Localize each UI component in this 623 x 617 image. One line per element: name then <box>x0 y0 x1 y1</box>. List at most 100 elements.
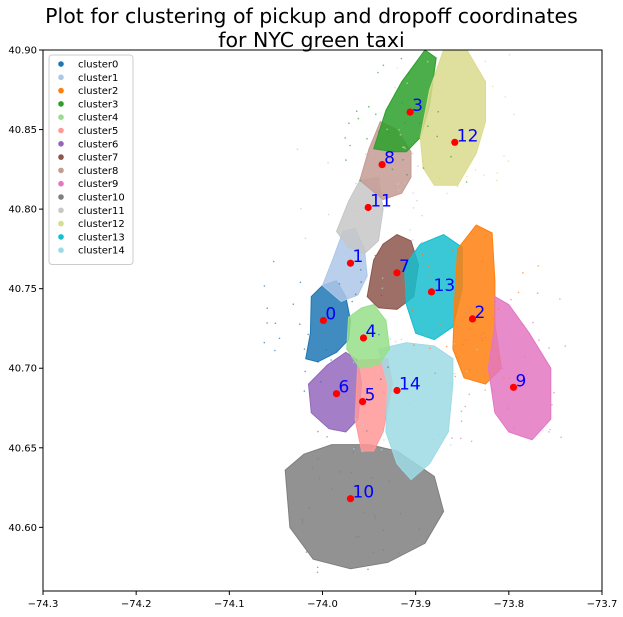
scatter-point <box>409 229 411 231</box>
scatter-point <box>441 298 443 301</box>
centroid-label-12: 12 <box>457 126 479 146</box>
cluster-region-10 <box>284 444 445 570</box>
scatter-point <box>422 160 425 163</box>
scatter-point <box>508 54 511 56</box>
scatter-point <box>402 159 404 161</box>
scatter-specks <box>263 43 567 574</box>
scatter-point <box>491 389 494 392</box>
scatter-point <box>421 214 423 217</box>
cluster-region-11 <box>335 176 384 255</box>
legend-marker-cluster11 <box>58 207 64 214</box>
scatter-point <box>360 281 363 283</box>
scatter-point <box>388 480 391 483</box>
x-tick-label: −74.1 <box>214 599 245 610</box>
centroid-label-13: 13 <box>434 276 456 296</box>
scatter-point <box>504 96 507 98</box>
scatter-point <box>508 377 510 380</box>
scatter-point <box>368 105 370 108</box>
centroid-label-14: 14 <box>399 375 421 395</box>
scatter-point <box>382 549 385 551</box>
legend-marker-cluster5 <box>58 127 64 134</box>
scatter-point <box>377 369 379 372</box>
scatter-point <box>326 436 328 438</box>
scatter-point <box>362 332 365 334</box>
scatter-point <box>331 488 333 490</box>
scatter-point <box>551 404 553 406</box>
scatter-point <box>503 155 505 157</box>
scatter-point <box>491 85 494 88</box>
scatter-point <box>501 367 504 370</box>
scatter-point <box>438 177 441 179</box>
cluster-region-14 <box>377 342 454 481</box>
scatter-point <box>398 552 400 554</box>
scatter-point <box>292 303 295 306</box>
scatter-point <box>340 471 342 473</box>
scatter-point <box>465 370 468 373</box>
scatter-point <box>303 348 306 350</box>
centroid-label-10: 10 <box>353 483 375 503</box>
scatter-point <box>380 355 383 357</box>
scatter-point <box>429 145 432 147</box>
scatter-point <box>431 159 433 162</box>
centroid-point-13 <box>427 288 436 296</box>
scatter-point <box>412 207 415 209</box>
centroid-point-10 <box>346 495 355 503</box>
scatter-point <box>380 294 383 297</box>
scatter-point <box>497 357 500 360</box>
scatter-point <box>400 338 403 341</box>
scatter-point <box>403 146 405 148</box>
scatter-point <box>425 443 427 445</box>
scatter-point <box>387 131 390 133</box>
legend-box <box>48 54 134 265</box>
scatter-point <box>404 122 406 124</box>
centroid-point-11 <box>364 203 372 212</box>
scatter-point <box>449 444 452 446</box>
cluster-region-12 <box>419 50 486 186</box>
scatter-point <box>377 45 379 47</box>
centroid-label-9: 9 <box>516 371 527 391</box>
scatter-point <box>350 209 353 212</box>
scatter-point <box>350 471 353 474</box>
scatter-point <box>397 183 399 185</box>
scatter-point <box>466 176 468 178</box>
y-tick-label: 40.70 <box>8 364 37 375</box>
scatter-point <box>469 307 471 309</box>
scatter-point <box>420 241 423 244</box>
scatter-point <box>422 167 425 169</box>
centroid-point-3 <box>406 108 414 116</box>
centroid-point-9 <box>509 383 518 391</box>
scatter-point <box>380 378 382 381</box>
x-tick-label: −73.9 <box>400 599 431 610</box>
centroid-label-8: 8 <box>384 149 395 169</box>
scatter-point <box>398 129 400 131</box>
scatter-point <box>497 308 500 310</box>
scatter-point <box>402 43 404 45</box>
scatter-point <box>400 57 403 60</box>
scatter-point <box>304 237 307 240</box>
scatter-point <box>354 447 357 449</box>
scatter-point <box>299 281 302 284</box>
legend-marker-cluster14 <box>58 247 64 253</box>
scatter-point <box>445 345 448 348</box>
scatter-point <box>391 168 394 171</box>
scatter-point <box>451 249 453 252</box>
y-tick-label: 40.75 <box>8 284 37 295</box>
centroid-label-3: 3 <box>412 96 423 116</box>
scatter-point <box>304 370 307 373</box>
scatter-point <box>362 423 365 426</box>
scatter-point <box>538 339 540 342</box>
scatter-point <box>380 431 383 434</box>
scatter-point <box>400 360 403 363</box>
scatter-point <box>434 372 437 375</box>
scatter-point <box>344 137 347 139</box>
scatter-point <box>316 571 319 574</box>
scatter-point <box>354 293 357 296</box>
scatter-point <box>399 134 402 136</box>
scatter-point <box>468 393 471 396</box>
scatter-point <box>466 339 469 341</box>
scatter-point <box>526 373 528 376</box>
scatter-point <box>507 160 510 162</box>
scatter-point <box>374 254 377 257</box>
scatter-point <box>366 137 368 140</box>
